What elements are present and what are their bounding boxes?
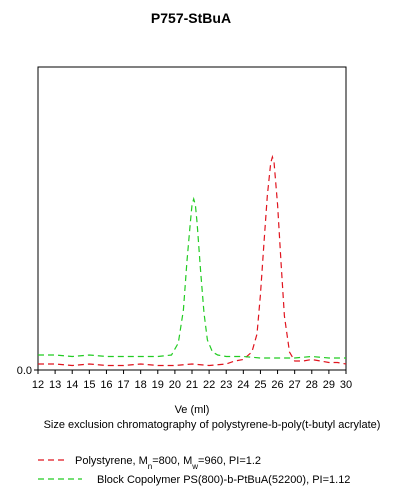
series-line-polystyrene — [38, 154, 347, 367]
x-tick-label: 29 — [323, 379, 335, 391]
x-tick-label: 30 — [340, 379, 352, 391]
legend-text-part: Polystyrene, M — [75, 455, 148, 467]
x-tick-label: 21 — [186, 379, 198, 391]
legend-text-part: =800, M — [152, 455, 192, 467]
legend-item-polystyrene: Polystyrene, Mn=800, Mw=960, PI=1.2 — [38, 455, 261, 471]
legend-subscript: n — [148, 462, 152, 471]
plot-frame — [37, 66, 347, 371]
x-tick-label: 26 — [271, 379, 283, 391]
legend: Polystyrene, Mn=800, Mw=960, PI=1.2 Block… — [38, 455, 350, 486]
legend-subscript: w — [191, 462, 198, 471]
x-tick-label: 20 — [169, 379, 181, 391]
y-tick-label: 0.0 — [17, 365, 32, 377]
x-tick-label: 17 — [117, 379, 129, 391]
x-tick-label: 23 — [220, 379, 232, 391]
x-axis-label: Ve (ml) — [175, 404, 210, 416]
series-layer — [38, 154, 347, 367]
x-tick-label: 12 — [32, 379, 44, 391]
x-tick-label: 19 — [152, 379, 164, 391]
x-tick-label: 22 — [203, 379, 215, 391]
chart-caption: Size exclusion chromatography of polysty… — [44, 419, 381, 431]
legend-label: Polystyrene, Mn=800, Mw=960, PI=1.2 — [75, 455, 261, 471]
legend-item-block-copolymer: Block Copolymer PS(800)-b-PtBuA(52200), … — [38, 474, 350, 486]
x-tick-label: 16 — [100, 379, 112, 391]
x-axis-ticks: 12 13 14 15 16 17 18 19 20 21 22 23 24 25 26 27 28 29 30 — [32, 370, 352, 391]
legend-text-part: =960, PI=1.2 — [198, 455, 261, 467]
series-line-block-copolymer — [38, 196, 346, 359]
chart-title: P757-StBuA — [151, 10, 231, 26]
legend-text-part: Block Copolymer PS(800)-b-PtBuA(52200), … — [97, 474, 350, 486]
x-tick-label: 28 — [306, 379, 318, 391]
x-tick-label: 27 — [289, 379, 301, 391]
x-tick-label: 14 — [66, 379, 78, 391]
x-tick-label: 18 — [135, 379, 147, 391]
legend-label: Block Copolymer PS(800)-b-PtBuA(52200), … — [97, 474, 350, 486]
x-tick-label: 25 — [254, 379, 266, 391]
x-tick-label: 15 — [83, 379, 95, 391]
x-tick-label: 13 — [49, 379, 61, 391]
x-tick-label: 24 — [237, 379, 249, 391]
y-axis-ticks: 0.0 — [17, 365, 38, 377]
